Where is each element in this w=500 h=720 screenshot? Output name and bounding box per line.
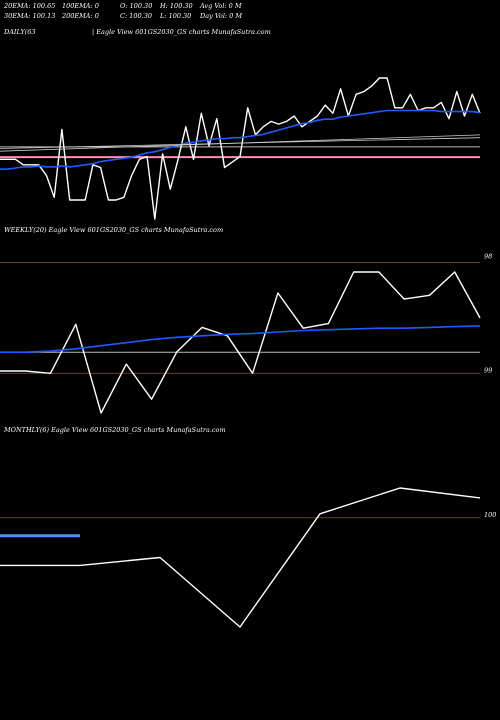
daily-panel-caption: | Eagle View 601GS2030_GS charts MunafaS… (92, 28, 271, 36)
monthly-series-0-line (0, 487, 481, 628)
ema200-stat: 200EMA: 0 (62, 12, 99, 20)
monthly-panel-label: MONTHLY(6) Eagle View 601GS2030_GS chart… (4, 426, 226, 434)
avg-vol-stat: Avg Vol: 0 M (200, 2, 242, 10)
ema30-stat: 30EMA: 100.13 (4, 12, 56, 20)
daily-panel-label: DAILY(63 (4, 28, 36, 36)
day-vol-stat: Day Vol: 0 M (200, 12, 243, 20)
close-stat: C: 100.30 (120, 12, 152, 20)
weekly-tick-label: 99 (484, 366, 492, 374)
daily-series-0-line (0, 77, 481, 220)
open-stat: O: 100.30 (120, 2, 153, 10)
weekly-panel-label: WEEKLY(20) Eagle View 601GS2030_GS chart… (4, 226, 224, 234)
monthly-tick-label: 100 (484, 511, 496, 519)
weekly-series-1-line (0, 325, 481, 354)
daily-tick-label: 98 (484, 252, 492, 260)
daily-series-3-line (0, 137, 481, 149)
high-stat: H: 100.30 (160, 2, 193, 10)
weekly-series-0-line (0, 271, 481, 414)
ema100-stat: 100EMA: 0 (62, 2, 99, 10)
daily-series-1-line (0, 109, 481, 170)
ema20-stat: 20EMA: 100.65 (4, 2, 56, 10)
low-stat: L: 100.30 (160, 12, 192, 20)
